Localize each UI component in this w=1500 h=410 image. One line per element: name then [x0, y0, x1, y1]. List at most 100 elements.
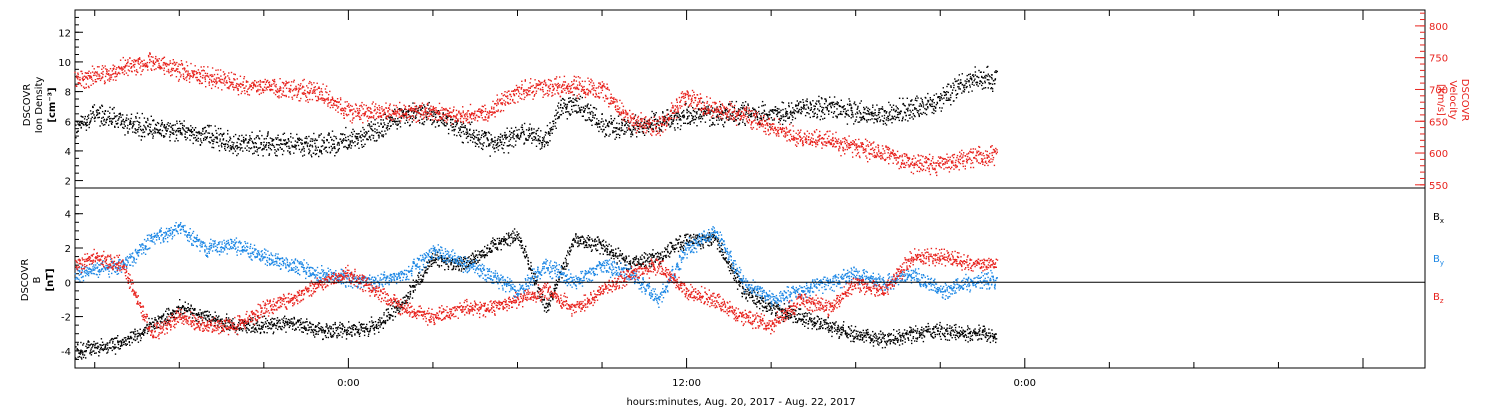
velocity-point [361, 101, 363, 104]
velocity-point [614, 106, 617, 108]
ion-density-point [175, 134, 178, 136]
ion-density-point [510, 132, 513, 134]
ion-density-point [142, 131, 144, 134]
velocity-point [666, 122, 668, 124]
ion-density-point [220, 127, 222, 130]
ion-density-point [720, 119, 723, 121]
velocity-point [608, 106, 610, 108]
ion-density-point [249, 137, 251, 139]
velocity-point [700, 97, 703, 99]
ion-density-point [503, 152, 505, 154]
ion-density-point [108, 118, 111, 120]
velocity-point [230, 83, 232, 86]
velocity-point [684, 96, 686, 99]
ion-density-point [660, 129, 662, 131]
ion-density-point [315, 139, 317, 142]
velocity-point [168, 70, 170, 72]
ion-density-point [950, 86, 952, 88]
velocity-point [618, 107, 621, 109]
ion-density-point [229, 145, 232, 147]
ion-density-point [686, 108, 688, 111]
ion-density-point [273, 146, 276, 148]
velocity-point [359, 116, 361, 118]
ion-density-point [776, 113, 779, 115]
velocity-point [355, 115, 357, 117]
velocity-point [140, 65, 142, 67]
ion-density-point [249, 139, 251, 141]
velocity-point [496, 104, 498, 107]
velocity-point [703, 111, 705, 114]
velocity-point [165, 65, 168, 67]
velocity-point [752, 120, 755, 122]
velocity-point [525, 89, 527, 91]
velocity-point [469, 115, 472, 117]
velocity-point [181, 64, 184, 66]
velocity-point [325, 98, 327, 101]
velocity-point [482, 110, 485, 113]
velocity-point [708, 108, 710, 110]
velocity-point [264, 83, 267, 86]
velocity-point [88, 70, 90, 72]
velocity-point [620, 112, 623, 114]
velocity-point [577, 97, 579, 99]
velocity-point [386, 118, 388, 120]
velocity-point [708, 104, 710, 106]
velocity-point [414, 110, 417, 113]
ion-density-point [489, 155, 491, 157]
velocity-point [171, 67, 173, 70]
velocity-point [576, 86, 578, 88]
ion-density-point [488, 144, 490, 146]
velocity-point [309, 90, 312, 92]
velocity-point [685, 93, 687, 95]
ion-density-point [333, 146, 336, 148]
velocity-point [439, 112, 441, 114]
ion-density-point [870, 113, 873, 115]
ion-density-point [611, 121, 613, 124]
ion-density-point [957, 86, 959, 88]
ion-density-point [596, 124, 598, 126]
ion-density-point [350, 131, 353, 134]
velocity-point [185, 77, 187, 79]
ion-density-point [118, 116, 120, 118]
ion-density-point [860, 117, 862, 119]
ion-density-point [324, 146, 326, 149]
velocity-point [191, 71, 194, 73]
velocity-point [493, 108, 495, 110]
velocity-point [378, 115, 380, 117]
velocity-point [720, 111, 723, 113]
velocity-point [717, 110, 719, 112]
velocity-point [653, 116, 655, 118]
ion-density-point [285, 141, 288, 144]
ion-density-point [477, 138, 480, 140]
ion-density-point [446, 123, 448, 125]
velocity-point [728, 110, 730, 113]
ion-density-point [77, 130, 79, 132]
ion-density-point [698, 108, 700, 111]
ion-density-point [502, 144, 505, 146]
velocity-point [554, 78, 556, 80]
ion-density-point [124, 125, 126, 127]
ion-density-point [87, 117, 90, 119]
ion-density-point [349, 143, 351, 145]
ion-density-point [812, 100, 814, 102]
velocity-point [671, 107, 673, 109]
ion-density-point [779, 111, 781, 113]
velocity-point [327, 97, 329, 99]
ion-density-point [424, 106, 426, 108]
velocity-point [719, 112, 722, 114]
velocity-point [578, 81, 581, 83]
ion-density-point [333, 147, 335, 149]
ion-density-point [218, 145, 220, 147]
ion-density-point [792, 107, 794, 109]
velocity-point [226, 82, 228, 84]
ion-density-point [686, 109, 688, 112]
velocity-point [102, 70, 104, 73]
velocity-point [280, 96, 282, 98]
ion-density-point [841, 113, 843, 116]
ion-density-point [476, 134, 478, 136]
velocity-point [573, 75, 575, 78]
ion-density-point [305, 142, 307, 144]
ion-density-point [715, 115, 718, 118]
ion-density-point [598, 123, 601, 125]
ion-density-point [289, 151, 291, 153]
